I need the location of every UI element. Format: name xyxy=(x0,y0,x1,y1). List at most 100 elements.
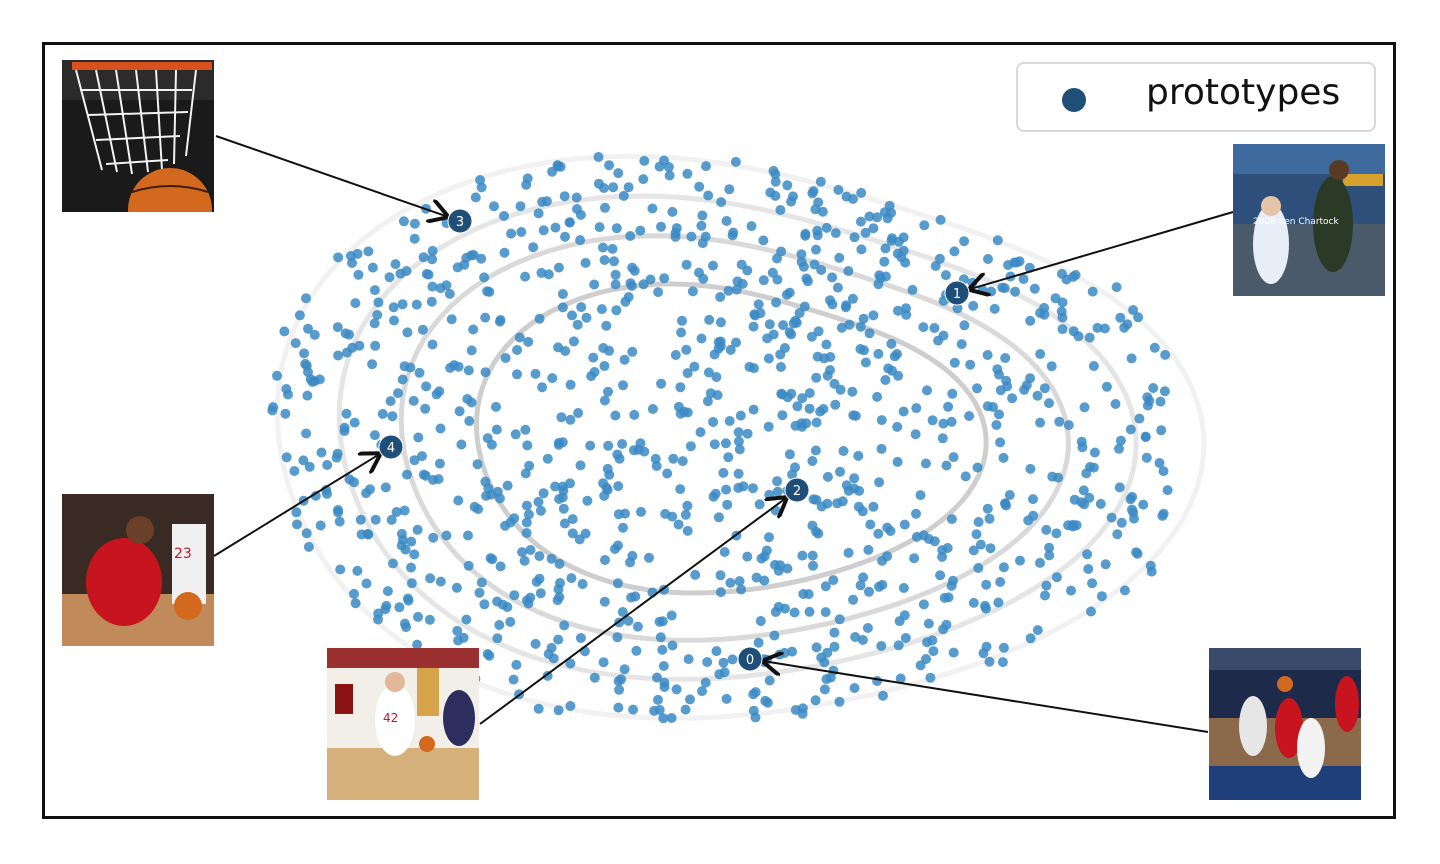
embedding-point xyxy=(301,293,311,304)
embedding-point xyxy=(1085,462,1095,472)
embedding-point xyxy=(564,217,575,228)
embedding-point xyxy=(735,410,746,421)
embedding-point xyxy=(1067,519,1078,530)
embedding-point xyxy=(512,345,523,355)
embedding-point xyxy=(893,640,904,651)
embedding-point xyxy=(755,308,766,319)
embedding-point xyxy=(675,382,686,393)
embedding-point xyxy=(399,505,410,516)
embedding-point xyxy=(705,388,716,399)
prototype-image-2: 42 xyxy=(327,648,479,800)
embedding-point xyxy=(983,254,993,264)
embedding-point xyxy=(1035,308,1046,318)
embedding-point xyxy=(402,327,413,338)
embedding-point xyxy=(887,365,897,376)
embedding-point xyxy=(860,357,871,368)
embedding-point xyxy=(820,581,831,592)
embedding-point xyxy=(675,484,686,495)
embedding-point xyxy=(708,417,719,427)
embedding-point xyxy=(533,208,544,219)
embedding-point xyxy=(662,468,673,479)
embedding-point xyxy=(670,350,681,360)
embedding-point xyxy=(758,275,769,286)
embedding-point xyxy=(533,703,544,714)
embedding-point xyxy=(844,319,855,330)
embedding-point xyxy=(354,340,365,351)
embedding-point xyxy=(341,347,352,358)
embedding-point xyxy=(468,250,479,260)
embedding-point xyxy=(911,531,922,542)
embedding-point xyxy=(1070,270,1081,280)
embedding-point xyxy=(1092,322,1103,333)
embedding-point xyxy=(849,483,860,494)
embedding-point xyxy=(841,300,852,311)
embedding-point xyxy=(521,500,532,511)
embedding-point xyxy=(589,672,600,683)
embedding-point xyxy=(555,161,566,172)
embedding-point xyxy=(1023,515,1034,526)
embedding-point xyxy=(779,343,790,353)
embedding-point xyxy=(829,378,840,389)
embedding-point xyxy=(411,299,422,310)
embedding-point xyxy=(822,647,833,658)
embedding-point xyxy=(635,438,646,449)
embedding-point xyxy=(1011,257,1022,268)
embedding-point xyxy=(560,231,570,242)
embedding-point xyxy=(548,653,559,664)
embedding-point xyxy=(1046,361,1057,372)
embedding-point xyxy=(355,514,366,525)
embedding-point xyxy=(784,449,795,460)
embedding-point xyxy=(956,339,967,350)
embedding-point xyxy=(521,179,532,190)
embedding-point xyxy=(604,160,615,171)
embedding-point xyxy=(294,310,305,321)
embedding-point xyxy=(1160,349,1171,360)
embedding-point xyxy=(811,642,822,653)
embedding-point xyxy=(418,252,429,263)
embedding-point xyxy=(558,503,569,514)
embedding-point xyxy=(1127,491,1138,502)
embedding-point xyxy=(453,361,464,372)
embedding-point xyxy=(499,247,510,258)
embedding-point xyxy=(853,450,864,461)
embedding-point xyxy=(627,346,638,357)
embedding-point xyxy=(810,204,821,215)
embedding-point xyxy=(406,562,416,573)
embedding-point xyxy=(671,684,682,695)
embedding-point xyxy=(541,196,552,207)
embedding-point xyxy=(771,297,782,308)
embedding-point xyxy=(463,365,474,376)
density-contour xyxy=(398,233,1071,643)
embedding-point xyxy=(628,704,639,715)
prototype-arrow-2 xyxy=(479,497,787,725)
embedding-point xyxy=(349,417,360,428)
embedding-point xyxy=(855,321,866,332)
embedding-point xyxy=(520,424,531,435)
embedding-point xyxy=(523,336,534,347)
embedding-point xyxy=(302,390,313,401)
embedding-point xyxy=(959,236,970,247)
embedding-point xyxy=(414,367,425,378)
embedding-point xyxy=(728,227,739,238)
embedding-point xyxy=(690,569,701,580)
embedding-point xyxy=(647,203,658,214)
embedding-point xyxy=(347,258,357,268)
embedding-point xyxy=(943,401,954,412)
embedding-point xyxy=(412,524,423,535)
embedding-point xyxy=(310,490,321,501)
embedding-point xyxy=(441,280,452,291)
embedding-point xyxy=(512,369,522,380)
embedding-point xyxy=(553,584,564,595)
embedding-point xyxy=(949,357,960,368)
embedding-point xyxy=(965,359,976,370)
embedding-point xyxy=(1148,383,1159,393)
embedding-point xyxy=(682,368,693,379)
basketball-hoop-net-photo xyxy=(62,60,214,212)
embedding-point xyxy=(911,508,921,519)
embedding-point xyxy=(746,221,757,232)
embedding-point xyxy=(734,576,745,587)
embedding-point xyxy=(480,312,491,323)
embedding-point xyxy=(811,244,821,255)
embedding-point xyxy=(995,577,1006,587)
embedding-point xyxy=(281,452,292,463)
